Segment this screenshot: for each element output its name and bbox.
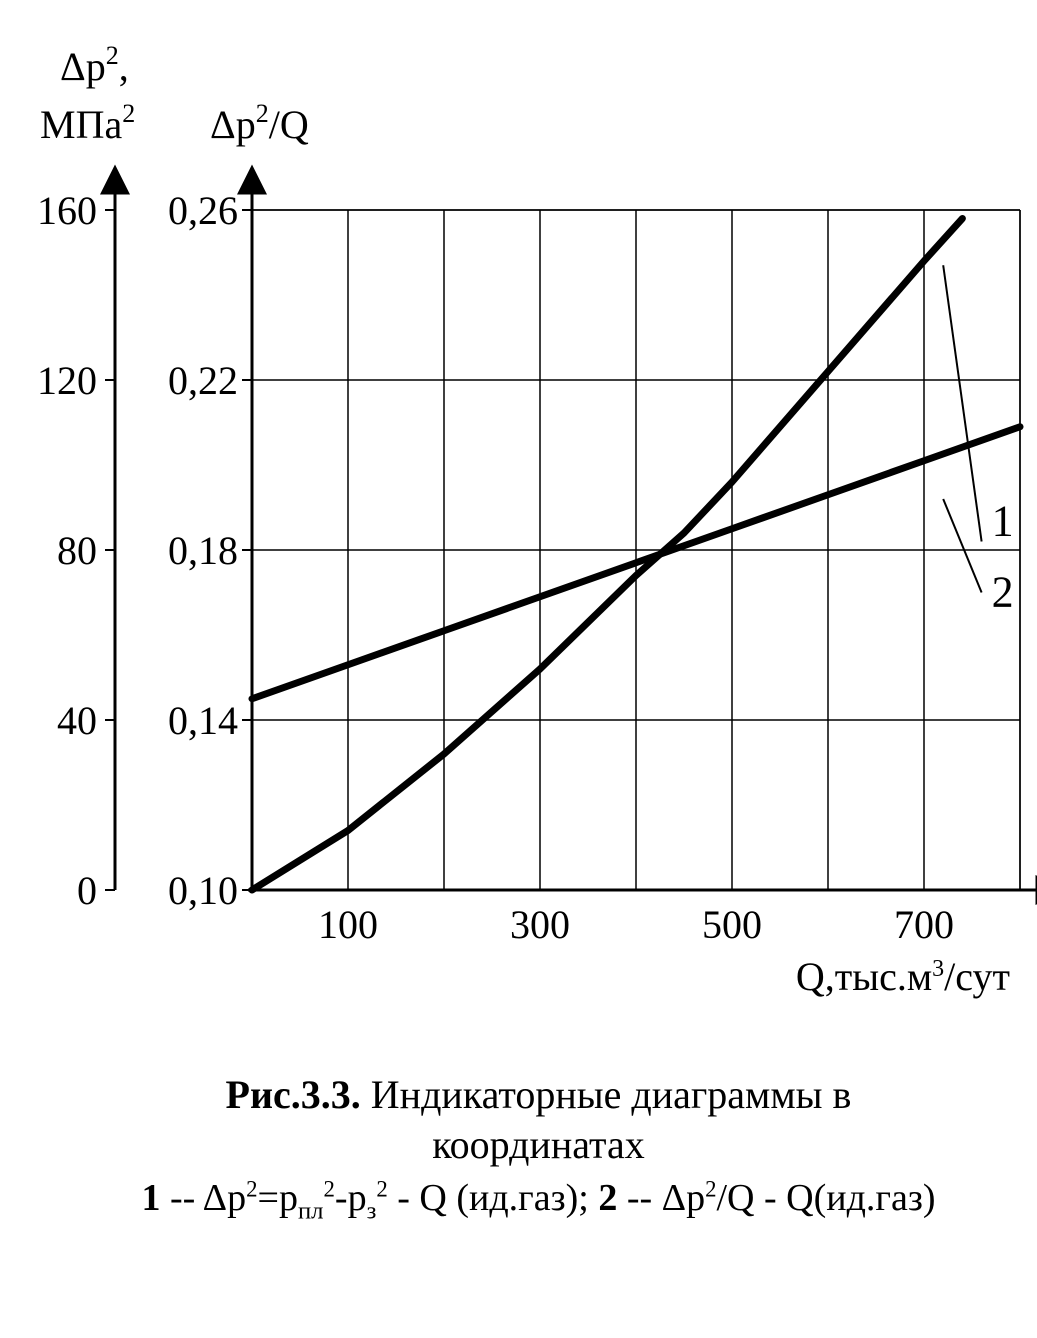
legend1-pz-sub: з (367, 1198, 377, 1225)
figure-container: 0 40 80 120 160 0,10 0,14 0,18 0,22 0,26 100 300 500… (20, 20, 1037, 1226)
legend1-ppl-sup: 2 (324, 1176, 335, 1201)
y1-tick-label: 80 (57, 528, 97, 573)
y1-axis-title-1: Δp2, (60, 41, 129, 89)
y2-tick-label: 0,18 (168, 528, 238, 573)
y2-tick-label: 0,22 (168, 358, 238, 403)
y1-tick-label: 120 (37, 358, 97, 403)
legend-dash-1: -- (160, 1177, 202, 1219)
figure-number: Рис.3.3. (226, 1072, 361, 1117)
legend1-dp: Δp (203, 1177, 246, 1219)
x-tick-label: 300 (510, 902, 570, 947)
curve-1 (252, 219, 962, 891)
y1-tick-label: 160 (37, 188, 97, 233)
x-tick-label: 500 (702, 902, 762, 947)
legend1-ppl-sub: пл (298, 1198, 324, 1225)
caption-text-1: Индикаторные диаграммы в (361, 1072, 852, 1117)
legend2-dp-sup: 2 (705, 1176, 716, 1201)
y2-tick-label: 0,14 (168, 698, 238, 743)
y2-axis-title: Δp2/Q (210, 99, 309, 147)
legend-dash-2: -- (617, 1177, 661, 1219)
legend1-dp-sup: 2 (246, 1176, 257, 1201)
y2-tick-label: 0,10 (168, 868, 238, 913)
figure-caption: Рис.3.3. Индикаторные диаграммы в коорди… (20, 1070, 1037, 1170)
legend2-tail: /Q - Q(ид.газ) (717, 1177, 936, 1219)
series-label-2: 2 (992, 568, 1014, 617)
y1-axis-title-2: МПа2 (40, 99, 135, 147)
legend1-tail: - Q (ид.газ); (388, 1177, 599, 1219)
legend1-minus: - (335, 1177, 348, 1219)
legend1-pz: p (348, 1177, 367, 1219)
y2-tick-label: 0,26 (168, 188, 238, 233)
legend1-ppl: p (279, 1177, 298, 1219)
caption-text-2: координатах (432, 1122, 644, 1167)
y1-tick-label: 0 (77, 868, 97, 913)
x-tick-label: 700 (894, 902, 954, 947)
legend-key-2: 2 (598, 1177, 617, 1219)
legend1-pz-sup: 2 (376, 1176, 387, 1201)
legend1-eq: = (258, 1177, 279, 1219)
chart: 0 40 80 120 160 0,10 0,14 0,18 0,22 0,26 100 300 500… (20, 20, 1037, 1040)
x-tick-label: 100 (318, 902, 378, 947)
y1-tick-label: 40 (57, 698, 97, 743)
figure-legend: 1 -- Δp2=pпл2-pз2 - Q (ид.газ); 2 -- Δp2… (20, 1176, 1037, 1226)
legend2-dp: Δp (662, 1177, 705, 1219)
x-axis-title: Q,тыс.м3/сут (796, 954, 1010, 999)
series-label-1: 1 (992, 497, 1014, 546)
legend-key-1: 1 (141, 1177, 160, 1219)
